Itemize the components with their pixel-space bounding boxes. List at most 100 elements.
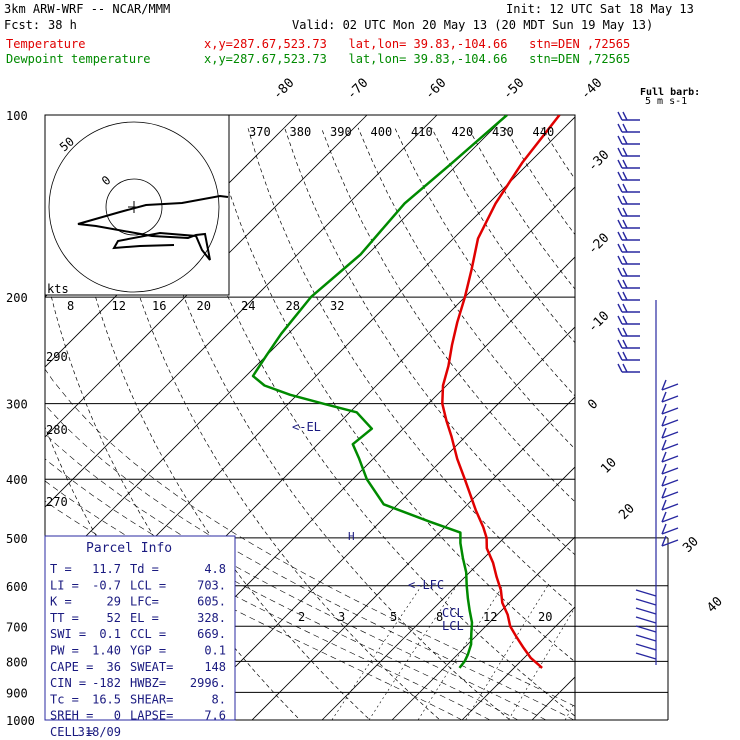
parcel-info-key: HWBZ= bbox=[130, 676, 166, 690]
parcel-info-value: 1.40 bbox=[92, 644, 121, 658]
parcel-info-value: 29 bbox=[107, 595, 121, 609]
wind-barb bbox=[635, 589, 657, 597]
wind-barb bbox=[622, 243, 628, 253]
wind-barb bbox=[661, 431, 679, 439]
wind-barb bbox=[617, 183, 623, 193]
mixing-ratio-label: 2 bbox=[298, 610, 305, 624]
wind-barb bbox=[617, 327, 623, 337]
pressure-label: 900 bbox=[6, 686, 28, 700]
parcel-info-value: 52 bbox=[107, 611, 121, 625]
wind-barb bbox=[661, 511, 667, 523]
parcel-info-value: 0.1 bbox=[204, 644, 226, 658]
dewpoint-profile bbox=[251, 115, 508, 669]
wind-barb bbox=[661, 419, 679, 427]
hodograph-ring bbox=[48, 121, 220, 293]
theta-label-left: 270 bbox=[46, 495, 68, 509]
parcel-info-value: -0.7 bbox=[92, 578, 121, 592]
wind-barb bbox=[622, 159, 628, 169]
parcel-info-key: SREH = bbox=[50, 709, 93, 723]
wind-barb bbox=[661, 391, 667, 403]
hodograph-speed-label: 20 bbox=[197, 299, 211, 313]
isotherm bbox=[45, 115, 368, 438]
wind-barb bbox=[617, 363, 623, 373]
wind-barb bbox=[617, 219, 623, 229]
barb-legend: Full barb: bbox=[640, 87, 700, 98]
hodograph-speed-label: 32 bbox=[330, 299, 344, 313]
isotherm-label: -60 bbox=[422, 76, 449, 103]
wind-barb bbox=[622, 231, 628, 241]
isotherm-label: 10 bbox=[598, 455, 620, 477]
wind-barb bbox=[617, 159, 623, 169]
dry-adiabat bbox=[579, 128, 740, 733]
wind-barb bbox=[661, 479, 679, 487]
temperature-legend: Temperature bbox=[6, 37, 86, 51]
mixing-ratio-label: 3 bbox=[338, 610, 345, 624]
parcel-info-value: 0 bbox=[114, 709, 121, 723]
parcel-info-key: CAPE = bbox=[50, 660, 93, 674]
dewpoint-location: x,y=287.67,523.73 lat,lon= 39.83,-104.66… bbox=[204, 52, 631, 66]
wind-barb bbox=[661, 451, 667, 463]
isotherm-label: -20 bbox=[585, 231, 612, 258]
theta-label: 380 bbox=[290, 125, 312, 139]
pressure-label: 100 bbox=[6, 109, 28, 123]
parcel-info-key: Td = bbox=[130, 562, 159, 576]
wind-barb bbox=[661, 523, 667, 535]
wind-barb bbox=[661, 503, 679, 511]
pressure-label: 700 bbox=[6, 620, 28, 634]
wind-barb bbox=[635, 643, 657, 651]
wind-barb bbox=[635, 652, 657, 660]
barb-legend: 5 m s-1 bbox=[645, 96, 687, 107]
wind-barb bbox=[661, 395, 679, 403]
parcel-info-key: SHEAR= bbox=[130, 692, 173, 706]
parcel-info-key: LI = bbox=[50, 578, 79, 592]
init-time: Init: 12 UTC Sat 18 May 13 bbox=[506, 2, 694, 16]
wind-barb bbox=[617, 147, 623, 157]
parcel-info-value: 605. bbox=[197, 595, 226, 609]
parcel-info-value: 8. bbox=[212, 692, 226, 706]
mixing-ratio-line bbox=[417, 585, 504, 720]
mixing-ratio-label: 8 bbox=[436, 610, 443, 624]
wind-barb bbox=[661, 403, 667, 415]
theta-label: 420 bbox=[452, 125, 474, 139]
theta-label: 430 bbox=[492, 125, 514, 139]
wind-barb bbox=[617, 123, 623, 133]
isotherm-label: -40 bbox=[578, 76, 605, 103]
wind-barb bbox=[622, 351, 628, 361]
dry-adiabat bbox=[689, 128, 740, 733]
dry-adiabat bbox=[100, 127, 441, 720]
theta-label: 440 bbox=[533, 125, 555, 139]
dry-adiabat bbox=[137, 127, 511, 720]
wind-barb bbox=[622, 207, 628, 217]
wind-barb bbox=[635, 607, 657, 615]
isotherm-label: -80 bbox=[270, 76, 297, 103]
wind-barb bbox=[617, 171, 623, 181]
theta-label: 370 bbox=[249, 125, 271, 139]
wind-barb bbox=[661, 491, 679, 499]
mixing-ratio-line bbox=[465, 585, 548, 720]
parcel-info-key: K = bbox=[50, 595, 72, 609]
isotherm-label: 30 bbox=[680, 534, 702, 556]
pressure-label: 300 bbox=[6, 398, 28, 412]
wind-barb bbox=[635, 634, 657, 642]
isotherm bbox=[391, 536, 575, 720]
wind-barb bbox=[661, 527, 679, 535]
parcel-info-key: LAPSE= bbox=[130, 709, 173, 723]
isotherm bbox=[45, 115, 438, 508]
wind-barb bbox=[617, 135, 623, 145]
forecast-label: Fcst: bbox=[4, 18, 41, 32]
isotherm-label: -30 bbox=[585, 148, 612, 175]
parcel-info-key: CIN = bbox=[50, 676, 86, 690]
level-annotation: LCL bbox=[442, 619, 464, 633]
wind-barb bbox=[617, 207, 623, 217]
parcel-info-key: SWEAT= bbox=[130, 660, 173, 674]
wind-barb bbox=[617, 267, 623, 277]
wind-barb bbox=[617, 111, 623, 121]
pressure-label: 400 bbox=[6, 473, 28, 487]
parcel-info-value: 7.6 bbox=[204, 709, 226, 723]
wind-barb bbox=[622, 135, 628, 145]
wind-barb bbox=[622, 303, 628, 313]
level-annotation: <-EL bbox=[292, 420, 321, 434]
theta-label: 400 bbox=[371, 125, 393, 139]
wind-barb bbox=[661, 427, 667, 439]
